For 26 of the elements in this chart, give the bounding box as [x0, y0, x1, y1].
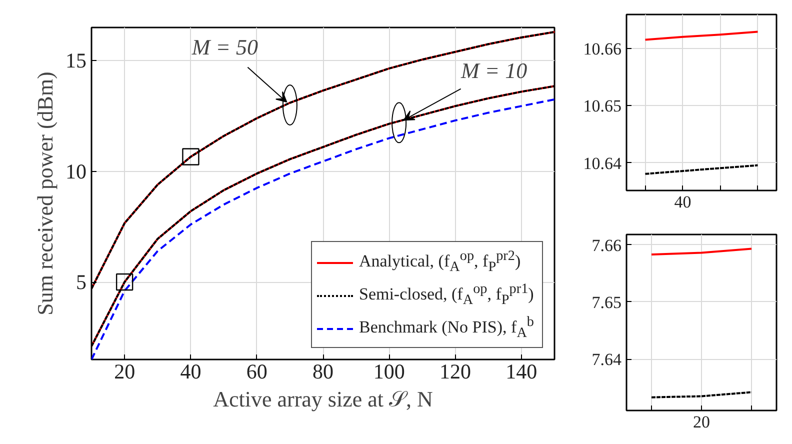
y-tick-label: 10 — [66, 159, 86, 184]
y-tick-label: 7.64 — [592, 350, 622, 370]
x-tick-label: 80 — [312, 360, 334, 384]
x-axis-title: Active array size at 𝒮, N — [213, 386, 434, 412]
y-tick-label: 10.64 — [583, 154, 622, 173]
x-tick-label: 40 — [674, 192, 692, 212]
y-tick-label: 10.65 — [583, 96, 622, 116]
x-tick-label: 120 — [440, 360, 472, 384]
annotation: M = 10 — [460, 58, 528, 84]
x-tick-label: 20 — [693, 412, 710, 432]
legend-label: Analytical, (f$_{A}$$^{op}$, f$_{P}$$^{pr2}$) — [358, 246, 522, 277]
x-tick-label: 20 — [114, 360, 136, 384]
annotation: M = 50 — [190, 34, 258, 60]
y-tick-label: 5 — [76, 270, 86, 294]
legend-label: Semi-closed, (f$_{A}$$^{op}$, f$_{P}$$^{pr1}$) — [358, 280, 534, 310]
x-tick-label: 140 — [506, 360, 538, 384]
y-tick-label: 7.65 — [592, 292, 622, 312]
y-tick-label: 7.66 — [592, 236, 622, 255]
x-tick-label: 60 — [246, 360, 268, 384]
y-axis-title: Sum received power (dBm) — [32, 72, 58, 316]
y-tick-label: 10.66 — [583, 39, 622, 58]
line-series — [644, 164, 759, 175]
line-series — [644, 30, 759, 41]
x-tick-label: 40 — [180, 360, 202, 384]
x-tick-label: 100 — [373, 360, 405, 384]
y-tick-label: 15 — [66, 48, 86, 73]
